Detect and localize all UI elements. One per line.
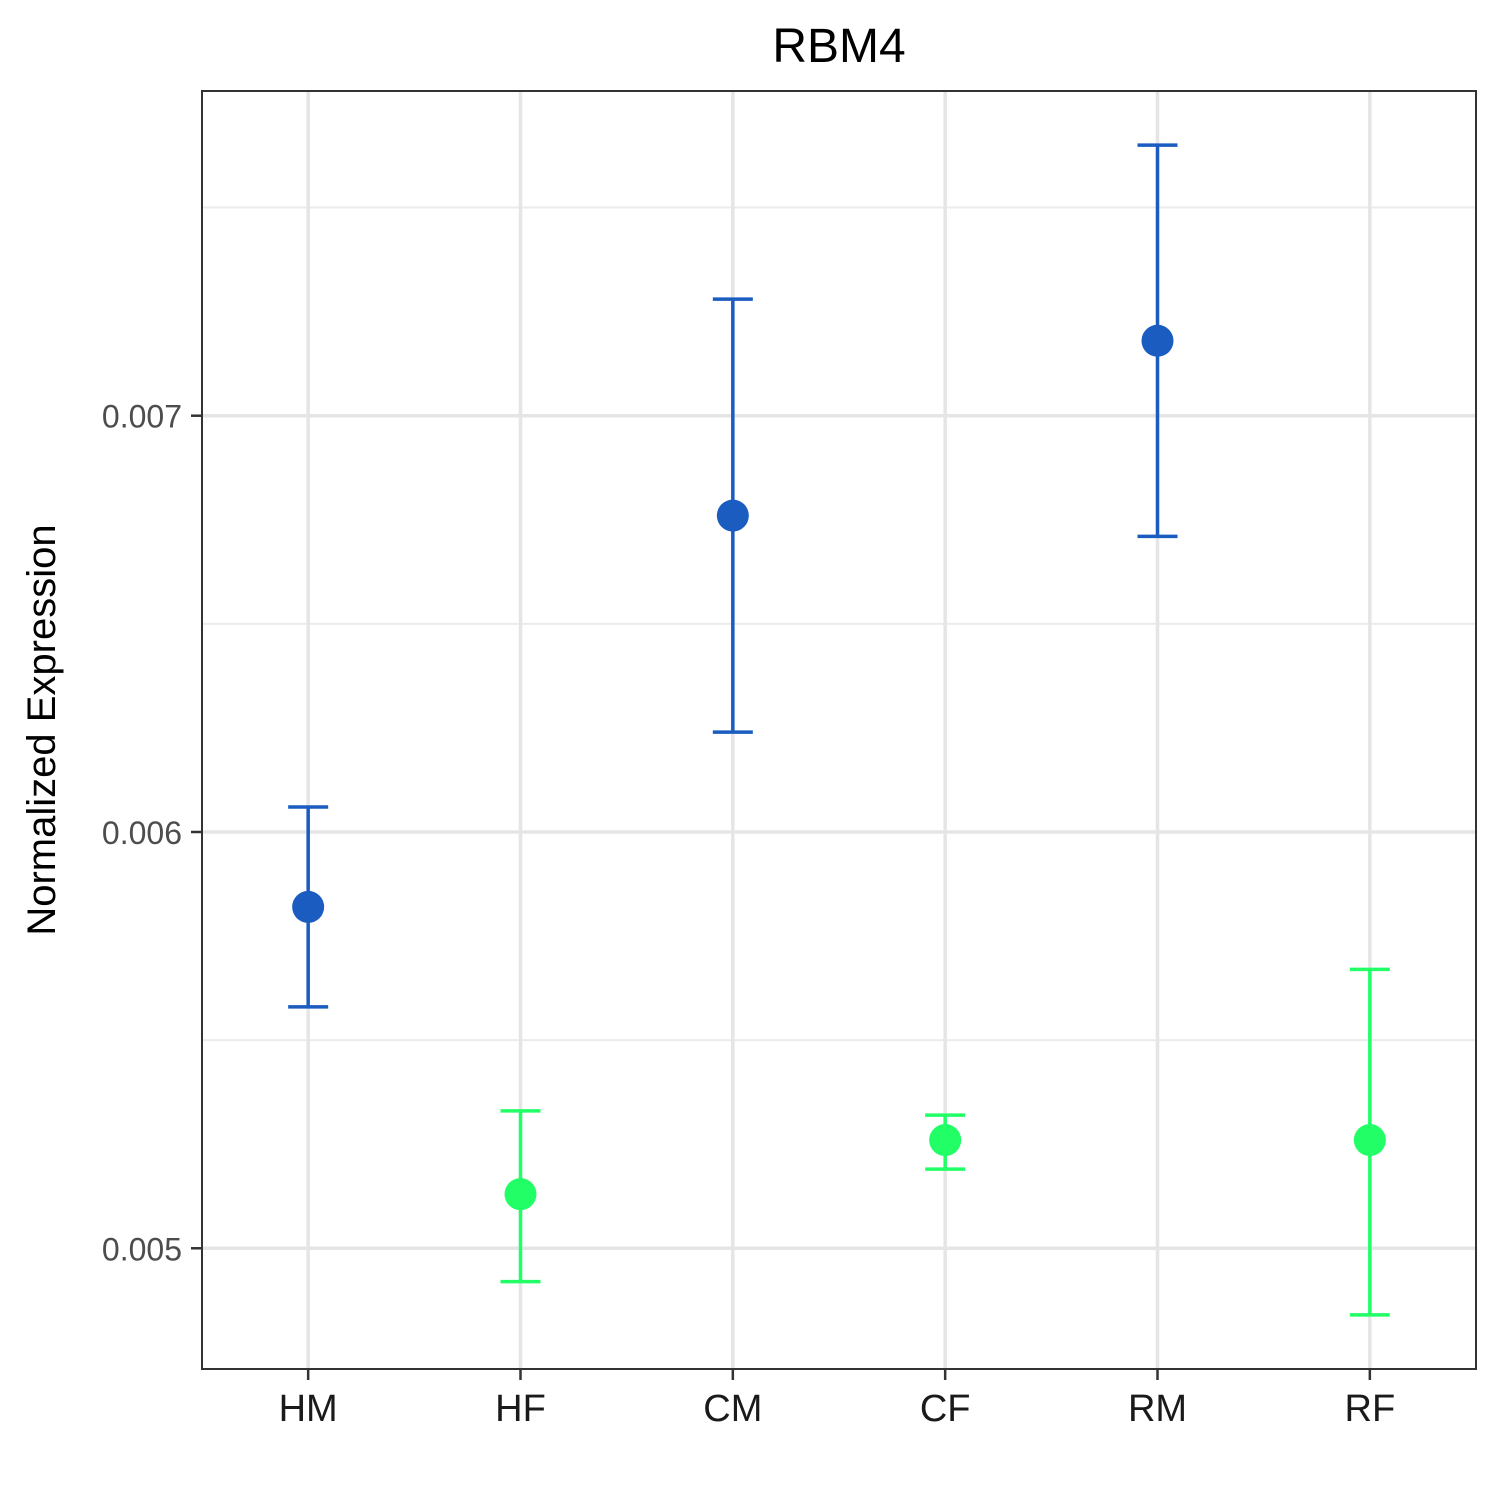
- chart-title: RBM4: [772, 20, 905, 73]
- point-rm: [1141, 324, 1174, 357]
- panel-border: [201, 90, 1477, 1370]
- x-tick-label: HF: [495, 1388, 546, 1430]
- y-axis: 0.005 0.006 0.007: [102, 399, 202, 1267]
- x-tick-label: RF: [1345, 1388, 1396, 1430]
- y-axis-title: Normalized Expression: [20, 524, 64, 935]
- grid-minor: [202, 206, 1476, 1042]
- point-hm: [292, 890, 325, 923]
- x-tick-label: HM: [279, 1388, 338, 1430]
- y-tick-label: 0.007: [102, 399, 182, 435]
- y-tick-label: 0.005: [102, 1231, 182, 1267]
- point-cm: [716, 499, 749, 532]
- x-tick-label: RM: [1128, 1388, 1187, 1430]
- point-cf: [929, 1124, 962, 1157]
- point-rf: [1353, 1124, 1386, 1157]
- y-tick-label: 0.006: [102, 815, 182, 851]
- points: [292, 324, 1386, 1211]
- x-tick-label: CM: [703, 1388, 762, 1430]
- point-hf: [504, 1178, 537, 1211]
- x-axis: HM HF CM CF RM RF: [279, 1369, 1396, 1430]
- x-tick-label: CF: [920, 1388, 971, 1430]
